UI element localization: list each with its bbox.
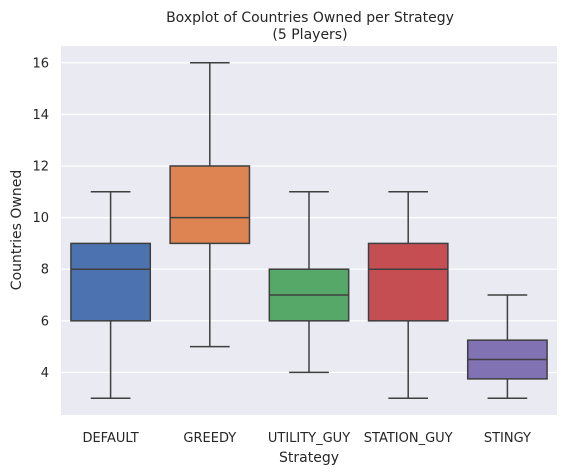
y-tick-label: 14 <box>32 108 49 123</box>
y-tick-label: 16 <box>32 56 49 71</box>
y-tick-labels: 4 6 8 10 12 14 16 <box>32 56 49 381</box>
y-tick-label: 4 <box>41 366 49 381</box>
x-tick-label: DEFAULT <box>82 431 138 446</box>
x-tick-label: GREEDY <box>183 431 236 446</box>
x-tick-label: STATION_GUY <box>364 431 453 446</box>
x-axis-label: Strategy <box>279 450 339 466</box>
x-tick-label: UTILITY_GUY <box>268 431 350 446</box>
y-tick-label: 8 <box>41 263 49 278</box>
y-tick-label: 10 <box>32 211 49 226</box>
x-tick-label: STINGY <box>484 431 531 446</box>
chart-subtitle: (5 Players) <box>272 27 347 43</box>
iqr-box <box>170 166 249 243</box>
iqr-box <box>71 243 150 320</box>
x-tick-labels: DEFAULT GREEDY UTILITY_GUY STATION_GUY STING… <box>82 431 531 446</box>
y-tick-label: 12 <box>32 159 49 174</box>
y-axis-label: Countries Owned <box>9 170 25 290</box>
chart-title: Boxplot of Countries Owned per Strategy <box>166 10 454 26</box>
iqr-box <box>369 243 448 320</box>
y-tick-label: 6 <box>41 314 49 329</box>
